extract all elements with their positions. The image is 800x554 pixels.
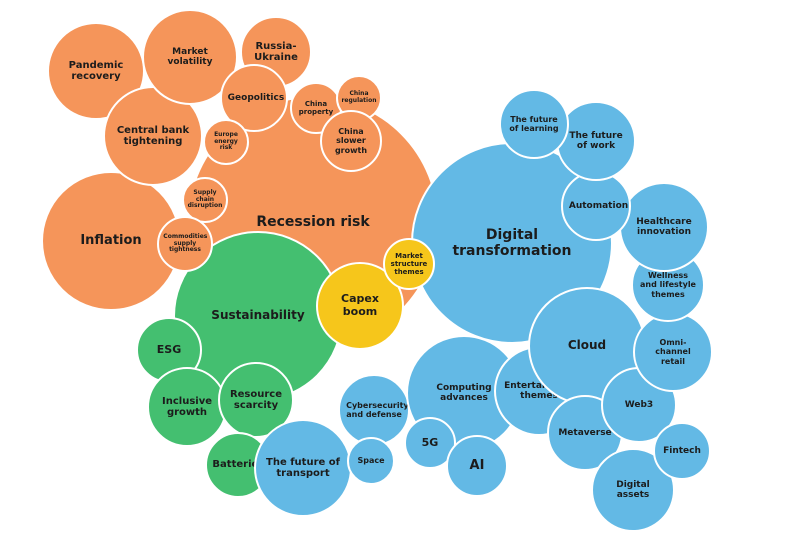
bubble-label: Inclusive growth — [162, 395, 212, 419]
bubble: Market structure themes — [383, 238, 435, 290]
bubble-label: Recession risk — [256, 213, 370, 230]
bubble-label: Cloud — [567, 338, 607, 353]
bubble-label: Digital assets — [616, 479, 650, 500]
bubble-label: China property — [298, 99, 334, 116]
bubble-label: Market volatility — [167, 46, 213, 67]
bubble-label: Fintech — [663, 445, 701, 456]
bubble: Omni-channel retail — [633, 312, 713, 392]
bubble: The future of transport — [254, 419, 352, 517]
bubble-label: Inflation — [80, 232, 142, 248]
bubble-label: Russia-Ukraine — [254, 40, 298, 64]
bubble-label: Capex boom — [341, 292, 379, 318]
bubble-label: Commodities supply tightness — [163, 232, 208, 254]
bubble-label: Space — [357, 456, 385, 466]
bubble: The future of learning — [499, 89, 569, 159]
bubble: Capex boom — [316, 262, 404, 350]
bubble: Inclusive growth — [147, 367, 227, 447]
bubble: Russia-Ukraine — [240, 16, 312, 88]
bubble-label: Web3 — [624, 399, 654, 410]
bubble-label: China regulation — [341, 90, 377, 104]
bubble-label: Geopolitics — [227, 92, 285, 103]
bubble-label: Market structure themes — [390, 251, 428, 277]
bubble: Supply chain disruption — [182, 177, 228, 223]
bubble-label: Resource scarcity — [229, 388, 283, 412]
bubble-label: Computing advances — [436, 382, 492, 403]
bubble: China slower growth — [320, 110, 382, 172]
bubble-label: Sustainability — [211, 308, 305, 323]
bubble: Healthcare innovation — [619, 182, 709, 272]
bubble-label: Central bank tightening — [116, 124, 190, 148]
bubble-label: Metaverse — [558, 427, 612, 438]
bubble: AI — [446, 435, 508, 497]
bubble-label: Pandemic recovery — [68, 59, 124, 83]
bubble: Cybersecurity and defense — [338, 374, 410, 446]
bubble-label: Omni-channel retail — [655, 338, 691, 366]
bubble-label: The future of work — [569, 130, 623, 151]
bubble-label: Europe energy risk — [214, 130, 238, 152]
bubble-label: Healthcare innovation — [636, 216, 692, 237]
bubble: Automation — [561, 171, 631, 241]
bubble-label: Digital transformation — [452, 226, 572, 259]
bubble-label: Entertainment themes — [504, 380, 578, 401]
bubble: Europe energy risk — [203, 119, 249, 165]
bubble-label: AI — [469, 457, 485, 473]
bubble-label: The future of transport — [266, 456, 340, 480]
bubble-label: The future of learning — [509, 114, 559, 133]
bubble-label: Wellness and lifestyle themes — [640, 271, 696, 299]
bubble-label: ESG — [156, 342, 182, 356]
bubble-label: Automation — [568, 200, 629, 211]
bubble-label: 5G — [421, 435, 439, 449]
bubble: Commodities supply tightness — [157, 216, 213, 272]
bubble-label: Supply chain disruption — [187, 188, 223, 210]
bubble: Space — [347, 437, 395, 485]
bubble-label: Cybersecurity and defense — [346, 400, 409, 419]
bubble-label: China slower growth — [334, 127, 368, 155]
bubble-label: Batteries — [212, 459, 265, 471]
bubble: Fintech — [653, 422, 711, 480]
bubble: The future of work — [556, 101, 636, 181]
